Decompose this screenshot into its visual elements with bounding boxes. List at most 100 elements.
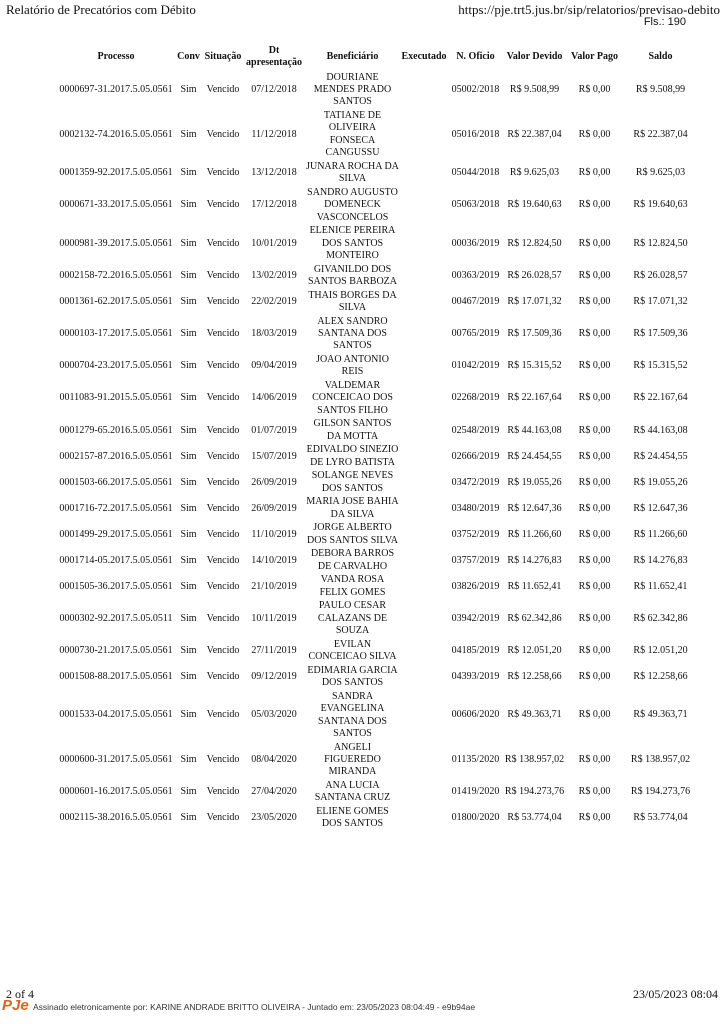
valor-devido-cell: R$ 138.957,02 <box>504 754 565 766</box>
processo-cell: 0002157-87.2016.5.05.0561 <box>59 450 173 462</box>
executado-cell <box>400 522 448 548</box>
valor-devido-cell: R$ 194.273,76 <box>504 786 565 798</box>
saldo-cell: R$ 17.071,32 <box>633 295 688 307</box>
valor-devido-cell: R$ 11.652,41 <box>507 580 562 592</box>
executado-cell <box>400 315 448 353</box>
saldo-cell: R$ 11.266,60 <box>633 528 688 540</box>
report-title: Relatório de Precatórios com Débito <box>6 2 196 17</box>
n-oficio-cell: 00363/2019 <box>451 269 500 281</box>
beneficiario-cell: DOURIANE MENDES PRADO SANTOS <box>313 71 392 108</box>
valor-devido-cell: R$ 19.640,63 <box>507 199 562 211</box>
saldo-cell: R$ 62.342,86 <box>633 612 688 624</box>
n-oficio-cell: 01800/2020 <box>451 812 500 824</box>
dt-apresentacao-cell: 27/11/2019 <box>251 645 297 657</box>
dt-apresentacao-cell: 26/09/2019 <box>251 502 297 514</box>
processo-cell: 0001714-05.2017.5.05.0561 <box>59 554 173 566</box>
table-row: 0001503-66.2017.5.05.0561 Sim Vencido 26/09… <box>58 470 698 496</box>
situacao-cell: Vencido <box>206 528 240 540</box>
dt-apresentacao-cell: 21/10/2019 <box>251 580 297 592</box>
n-oficio-cell: 04393/2019 <box>451 671 500 683</box>
situacao-cell: Vencido <box>206 786 240 798</box>
n-oficio-cell: 03752/2019 <box>451 528 500 540</box>
table-row: 0002132-74.2016.5.05.0561 Sim Vencido 11/12… <box>58 109 698 160</box>
n-oficio-cell: 00036/2019 <box>451 237 500 249</box>
dt-apresentacao-cell: 13/12/2018 <box>251 167 297 179</box>
dt-apresentacao-cell: 23/05/2020 <box>251 812 297 824</box>
saldo-cell: R$ 24.454,55 <box>633 450 688 462</box>
table-row: 0001508-88.2017.5.05.0561 Sim Vencido 09/12… <box>58 664 698 690</box>
conv-cell: Sim <box>180 128 197 140</box>
valor-pago-cell: R$ 0,00 <box>578 812 611 824</box>
saldo-cell: R$ 17.509,36 <box>633 328 688 340</box>
valor-devido-cell: R$ 44.163,08 <box>507 424 562 436</box>
beneficiario-cell: TATIANE DE OLIVEIRA FONSECA CANGUSSU <box>323 110 382 159</box>
beneficiario-cell: GILSON SANTOS DA MOTTA <box>313 418 392 442</box>
table-row: 0001716-72.2017.5.05.0561 Sim Vencido 26/09… <box>58 496 698 522</box>
situacao-cell: Vencido <box>206 199 240 211</box>
column-header: Situação <box>204 50 242 62</box>
saldo-cell: R$ 194.273,76 <box>630 786 691 798</box>
conv-cell: Sim <box>180 709 197 721</box>
situacao-cell: Vencido <box>206 328 240 340</box>
saldo-cell: R$ 138.957,02 <box>630 754 691 766</box>
valor-pago-cell: R$ 0,00 <box>578 328 611 340</box>
saldo-cell: R$ 44.163,08 <box>633 424 688 436</box>
valor-devido-cell: R$ 49.363,71 <box>507 709 562 721</box>
beneficiario-cell: PAULO CESAR CALAZANS DE SOUZA <box>317 600 388 637</box>
processo-cell: 0000302-92.2017.5.05.0511 <box>59 612 173 624</box>
folio: Fls.: 190 <box>643 16 686 28</box>
dt-apresentacao-cell: 10/01/2019 <box>251 237 297 249</box>
beneficiario-cell: ELIENE GOMES DOS SANTOS <box>316 806 389 830</box>
processo-cell: 0001533-04.2017.5.05.0561 <box>59 709 173 721</box>
executado-cell <box>400 186 448 224</box>
column-header: Conv <box>177 50 200 62</box>
table-row: 0011083-91.2015.5.05.0561 Sim Vencido 14/06… <box>58 379 698 417</box>
beneficiario-cell: THAIS BORGES DA SILVA <box>308 289 397 314</box>
situacao-cell: Vencido <box>206 128 240 140</box>
table-row: 0000704-23.2017.5.05.0561 Sim Vencido 09/04… <box>58 353 698 379</box>
date-time: 23/05/2023 08:04 <box>632 987 718 1001</box>
table-row: 0002115-38.2016.5.05.0561 Sim Vencido 23/05… <box>58 805 698 831</box>
dt-apresentacao-cell: 13/02/2019 <box>251 269 297 281</box>
executado-cell <box>400 805 448 831</box>
beneficiario-cell: ALEX SANDRO SANTANA DOS SANTOS <box>317 315 388 352</box>
valor-pago-cell: R$ 0,00 <box>578 528 611 540</box>
executado-cell <box>400 263 448 289</box>
n-oficio-cell: 05044/2018 <box>451 167 500 179</box>
processo-cell: 0000601-16.2017.5.05.0561 <box>59 786 173 798</box>
processo-cell: 0011083-91.2015.5.05.0561 <box>59 392 173 404</box>
situacao-cell: Vencido <box>206 295 240 307</box>
valor-devido-cell: R$ 22.387,04 <box>507 128 562 140</box>
n-oficio-cell: 00765/2019 <box>451 328 500 340</box>
beneficiario-cell: EDIVALDO SINEZIO DE LYRO BATISTA <box>306 444 399 468</box>
valor-pago-cell: R$ 0,00 <box>578 237 611 249</box>
column-header: Beneficiário <box>326 50 379 62</box>
valor-devido-cell: R$ 17.071,32 <box>507 295 562 307</box>
beneficiario-cell: DEBORA BARROS DE CARVALHO <box>310 548 395 572</box>
valor-devido-cell: R$ 26.028,57 <box>507 269 562 281</box>
table-row: 0000103-17.2017.5.05.0561 Sim Vencido 18/03… <box>58 315 698 353</box>
valor-pago-cell: R$ 0,00 <box>578 671 611 683</box>
beneficiario-cell: JUNARA ROCHA DA SILVA <box>306 160 399 185</box>
saldo-cell: R$ 12.051,20 <box>633 645 688 657</box>
n-oficio-cell: 03480/2019 <box>451 502 500 514</box>
valor-devido-cell: R$ 24.454,55 <box>507 450 562 462</box>
processo-cell: 0000697-31.2017.5.05.0561 <box>59 84 173 95</box>
valor-devido-cell: R$ 9.625,03 <box>509 167 560 179</box>
processo-cell: 0002115-38.2016.5.05.0561 <box>59 812 173 824</box>
dt-apresentacao-cell: 07/12/2018 <box>251 84 297 95</box>
table-row: 0001499-29.2017.5.05.0561 Sim Vencido 11/10… <box>58 522 698 548</box>
executado-cell <box>400 109 448 160</box>
processo-cell: 0002132-74.2016.5.05.0561 <box>59 128 173 140</box>
n-oficio-cell: 02548/2019 <box>451 424 500 436</box>
valor-pago-cell: R$ 0,00 <box>578 295 611 307</box>
valor-devido-cell: R$ 17.509,36 <box>507 328 562 340</box>
valor-devido-cell: R$ 12.051,20 <box>507 645 562 657</box>
table-row: 0000671-33.2017.5.05.0561 Sim Vencido 17/12… <box>58 186 698 224</box>
executado-cell <box>400 225 448 263</box>
executado-cell <box>400 690 448 741</box>
pje-logo: PJe <box>2 997 29 1014</box>
valor-pago-cell: R$ 0,00 <box>578 84 611 95</box>
processo-cell: 0001361-62.2017.5.05.0561 <box>59 295 173 307</box>
executado-cell <box>400 379 448 417</box>
